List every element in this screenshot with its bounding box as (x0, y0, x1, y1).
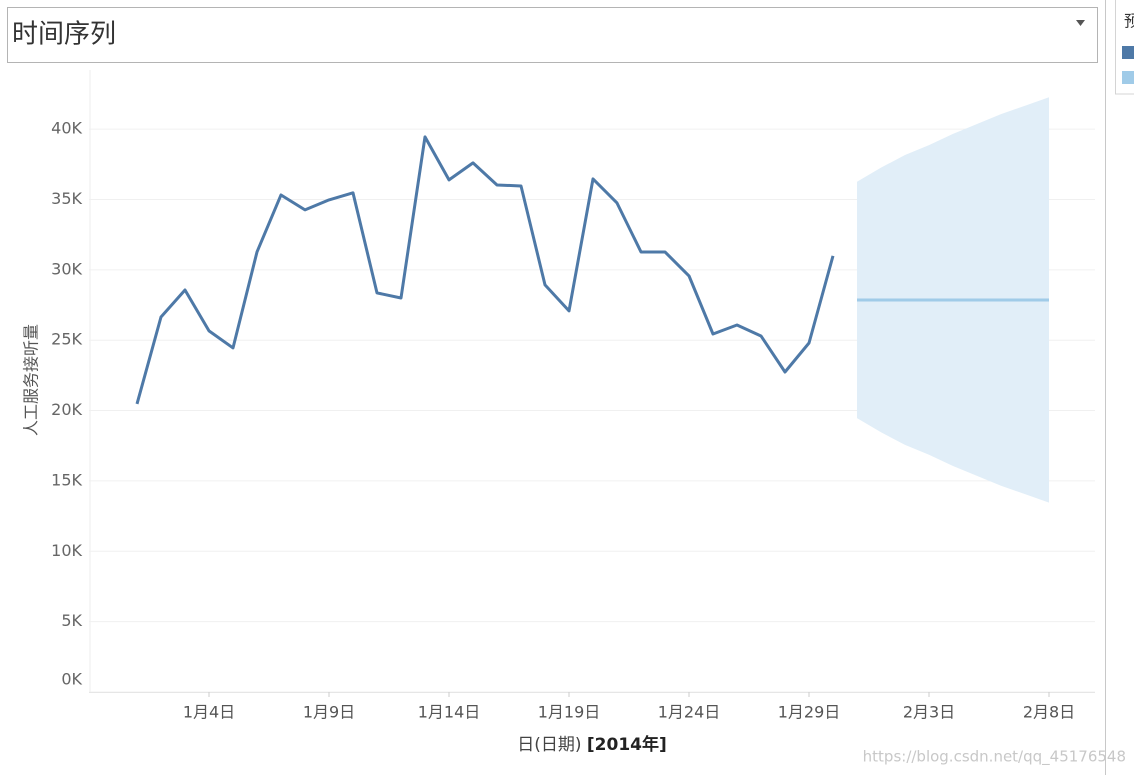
x-tick-label: 1月29日 (778, 703, 841, 722)
y-tick-label: 5K (61, 611, 82, 630)
x-tick-label: 1月9日 (303, 703, 355, 722)
series-line (135, 135, 835, 405)
y-tick-label: 10K (51, 541, 82, 560)
header-box[interactable] (7, 7, 1098, 63)
dropdown-arrow[interactable] (1076, 20, 1085, 26)
y-tick-label: 25K (51, 330, 82, 349)
x-axis-title: 日(日期) [2014年] (517, 734, 667, 755)
x-tick-label: 2月8日 (1023, 703, 1075, 722)
legend-swatch (1122, 71, 1134, 84)
y-tick-label: 30K (51, 259, 82, 278)
watermark: https://blog.csdn.net/qq_45176548 (863, 748, 1126, 767)
y-tick-label: 40K (51, 119, 82, 138)
y-tick-label: 35K (51, 189, 82, 208)
y-axis-title: 人工服务接听量 (22, 324, 41, 436)
y-tick-label: 15K (51, 470, 82, 489)
legend-swatch (1122, 46, 1134, 59)
x-tick-label: 1月19日 (538, 703, 601, 722)
x-axis-title-year: [2014年] (587, 734, 667, 755)
y-tick-label: 20K (51, 400, 82, 419)
y-tick-label: 0K (61, 670, 82, 689)
header-title: 时间序列 (12, 20, 116, 50)
x-tick-label: 1月14日 (418, 703, 481, 722)
x-tick-label: 2月3日 (903, 703, 955, 722)
x-tick-label: 1月24日 (658, 703, 721, 722)
x-axis-title-main: 日(日期) (517, 735, 587, 755)
legend-title: 预 (1124, 12, 1134, 31)
x-tick-label: 1月4日 (183, 703, 235, 722)
